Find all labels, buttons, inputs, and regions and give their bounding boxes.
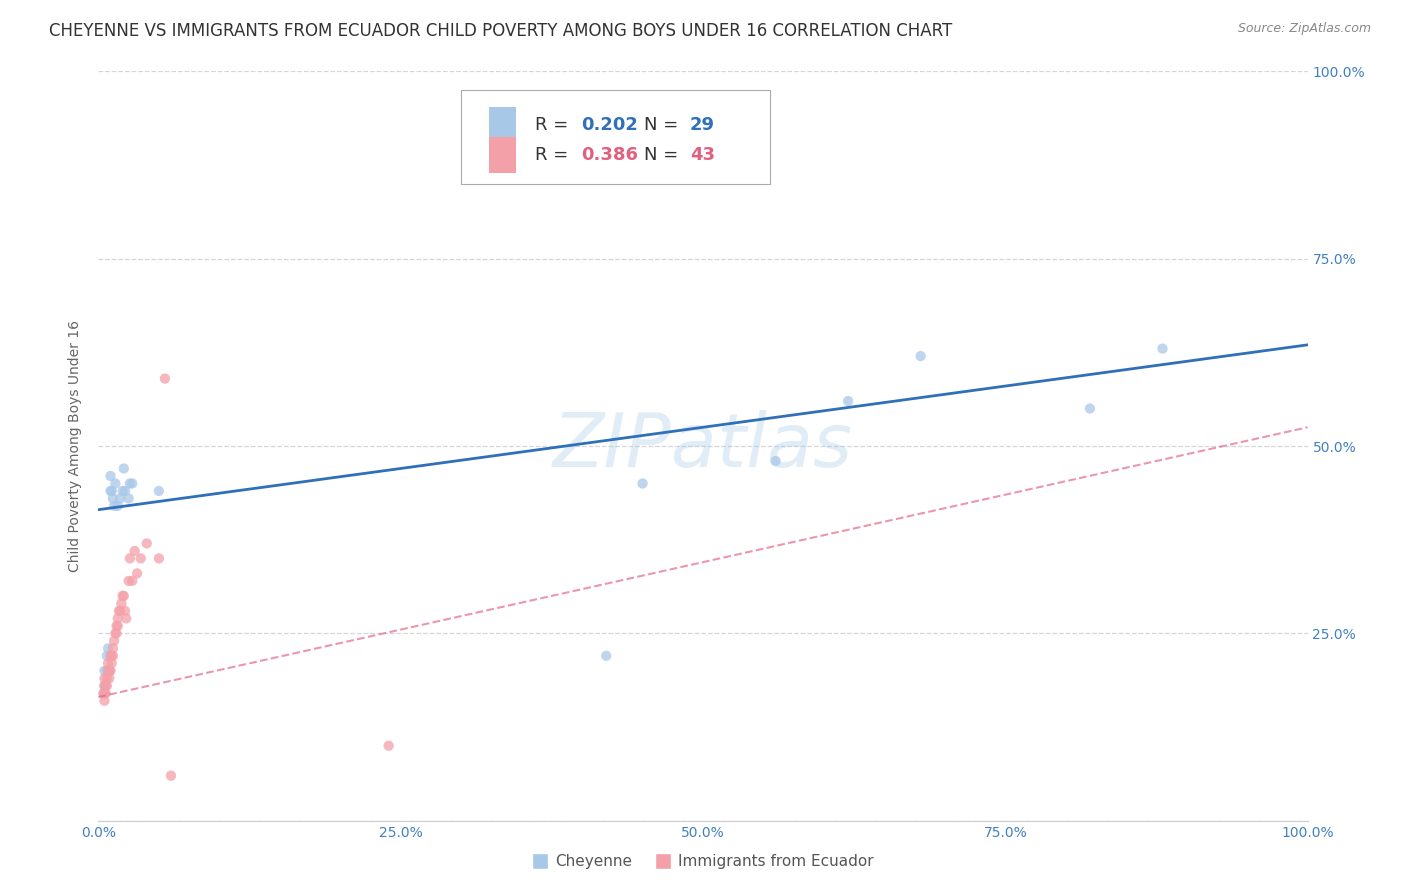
Point — [129, 551, 152, 566]
Point — [101, 491, 124, 506]
Text: N =: N = — [644, 116, 683, 134]
Point — [104, 476, 127, 491]
Point — [114, 483, 136, 498]
Point — [100, 664, 122, 678]
Point — [93, 686, 115, 700]
Point — [100, 657, 122, 671]
Point — [103, 633, 125, 648]
Point — [1152, 342, 1174, 356]
Point — [91, 686, 114, 700]
Text: 0.202: 0.202 — [581, 116, 638, 134]
Point — [108, 604, 131, 618]
Point — [96, 664, 118, 678]
Point — [96, 679, 118, 693]
Point — [108, 491, 131, 506]
Text: Source: ZipAtlas.com: Source: ZipAtlas.com — [1237, 22, 1371, 36]
Point — [107, 611, 129, 625]
Point — [118, 551, 141, 566]
Point — [96, 671, 118, 685]
Point — [377, 739, 399, 753]
Point — [135, 536, 157, 550]
Point — [104, 626, 127, 640]
Point — [910, 349, 932, 363]
Point — [96, 648, 118, 663]
Legend: Cheyenne, Immigrants from Ecuador: Cheyenne, Immigrants from Ecuador — [526, 848, 880, 875]
Point — [93, 694, 115, 708]
Point — [93, 671, 115, 685]
Point — [1078, 401, 1101, 416]
Text: R =: R = — [534, 116, 574, 134]
Point — [100, 483, 122, 498]
Point — [148, 483, 170, 498]
Text: R =: R = — [534, 145, 574, 163]
Point — [100, 648, 122, 663]
Point — [93, 679, 115, 693]
Text: 29: 29 — [690, 116, 714, 134]
Text: 43: 43 — [690, 145, 714, 163]
Point — [124, 544, 146, 558]
FancyBboxPatch shape — [461, 90, 769, 184]
Point — [101, 641, 124, 656]
Point — [631, 476, 654, 491]
Point — [121, 574, 143, 588]
Point — [97, 657, 120, 671]
Point — [118, 476, 141, 491]
Text: 0.386: 0.386 — [581, 145, 638, 163]
Point — [595, 648, 617, 663]
Point — [153, 371, 176, 385]
Point — [118, 491, 141, 506]
Point — [93, 679, 115, 693]
Point — [110, 596, 132, 610]
Text: ZIPatlas: ZIPatlas — [553, 410, 853, 482]
Point — [94, 686, 117, 700]
Point — [100, 648, 122, 663]
Point — [111, 483, 134, 498]
Point — [98, 671, 121, 685]
Bar — [489, 136, 516, 172]
Point — [103, 499, 125, 513]
Text: N =: N = — [644, 145, 683, 163]
Point — [93, 664, 115, 678]
Point — [107, 619, 129, 633]
Y-axis label: Child Poverty Among Boys Under 16: Child Poverty Among Boys Under 16 — [69, 320, 83, 572]
Point — [111, 589, 134, 603]
Point — [97, 664, 120, 678]
Point — [127, 566, 149, 581]
Point — [98, 664, 121, 678]
Point — [93, 686, 115, 700]
Point — [108, 604, 131, 618]
Bar — [489, 106, 516, 143]
Text: CHEYENNE VS IMMIGRANTS FROM ECUADOR CHILD POVERTY AMONG BOYS UNDER 16 CORRELATIO: CHEYENNE VS IMMIGRANTS FROM ECUADOR CHIL… — [49, 22, 952, 40]
Point — [105, 619, 128, 633]
Point — [114, 604, 136, 618]
Point — [100, 483, 122, 498]
Point — [97, 641, 120, 656]
Point — [148, 551, 170, 566]
Point — [101, 648, 124, 663]
Point — [112, 589, 135, 603]
Point — [121, 476, 143, 491]
Point — [837, 394, 859, 409]
Point — [115, 611, 138, 625]
Point — [100, 469, 122, 483]
Point — [118, 574, 141, 588]
Point — [94, 679, 117, 693]
Point — [107, 499, 129, 513]
Point — [765, 454, 787, 468]
Point — [112, 461, 135, 475]
Point — [105, 626, 128, 640]
Point — [98, 664, 121, 678]
Point — [160, 769, 183, 783]
